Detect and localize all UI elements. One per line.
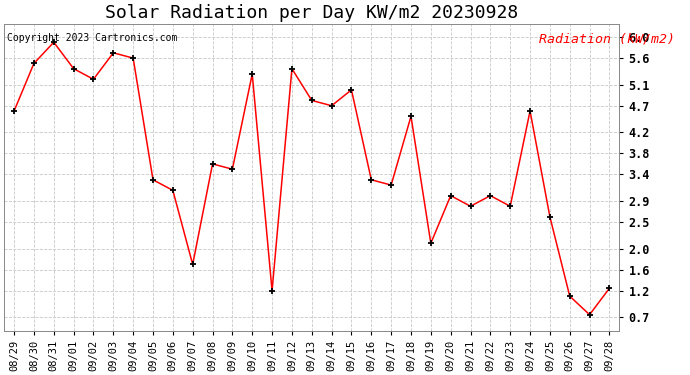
- Text: Copyright 2023 Cartronics.com: Copyright 2023 Cartronics.com: [7, 33, 177, 43]
- Text: Radiation (kW/m2): Radiation (kW/m2): [540, 33, 676, 46]
- Title: Solar Radiation per Day KW/m2 20230928: Solar Radiation per Day KW/m2 20230928: [105, 4, 518, 22]
